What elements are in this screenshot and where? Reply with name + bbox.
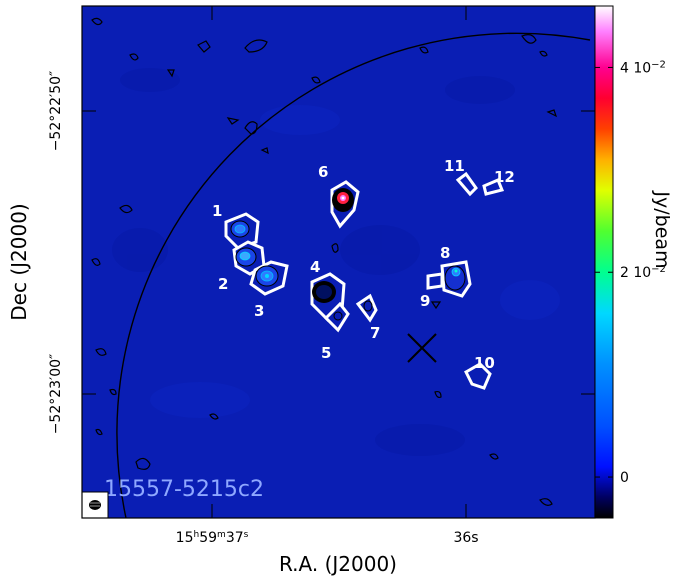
y-tick-label-1: −52°23′00″ xyxy=(48,354,64,435)
source-label-9: 9 xyxy=(420,292,430,310)
beam-ellipse xyxy=(82,491,109,518)
source-2 xyxy=(232,240,266,276)
source-label-2: 2 xyxy=(218,275,228,293)
inner-ticks xyxy=(82,6,595,518)
colorbar: 02 10−24 10−2 Jy/beam xyxy=(594,5,673,519)
map-background xyxy=(82,6,595,518)
source-10 xyxy=(464,362,492,390)
source-8 xyxy=(440,260,472,298)
source-3 xyxy=(249,260,289,296)
source-1 xyxy=(224,212,260,250)
source-label-11: 11 xyxy=(444,157,465,175)
phase-center-cross-icon xyxy=(407,333,437,363)
source-9 xyxy=(426,272,444,290)
map-panel: 1 2 3 4 5 6 7 8 9 10 11 12 15557-5215c2 xyxy=(82,6,595,518)
source-5 xyxy=(323,301,350,333)
source-label-1: 1 xyxy=(212,202,222,220)
source-label-7: 7 xyxy=(370,324,380,342)
source-label-12: 12 xyxy=(494,168,515,186)
source-11 xyxy=(455,171,478,197)
source-label-10: 10 xyxy=(474,354,495,372)
source-7 xyxy=(355,293,378,323)
source-label-6: 6 xyxy=(318,163,328,181)
colorbar-tick-label-2: 4 10−2 xyxy=(620,59,666,77)
primary-beam-circle xyxy=(116,32,591,518)
y-tick-label-0: −52°22′50″ xyxy=(48,71,64,152)
colorbar-gradient xyxy=(594,5,614,519)
x-tick-label-1: 36s xyxy=(453,530,478,546)
colorbar-label: Jy/beam xyxy=(651,190,673,268)
source-labels: 1 2 3 4 5 6 7 8 9 10 11 12 xyxy=(212,157,515,372)
source-label-3: 3 xyxy=(254,302,264,320)
x-tick-label-0: 15h59m37s xyxy=(176,530,249,546)
noise-texture xyxy=(112,68,560,456)
source-12 xyxy=(482,178,505,196)
y-axis-title: Dec (J2000) xyxy=(7,203,31,320)
x-axis-title: R.A. (J2000) xyxy=(279,552,397,576)
colorbar-tick-label-0: 0 xyxy=(620,470,629,486)
source-label-5: 5 xyxy=(321,344,331,362)
image-label: 15557-5215c2 xyxy=(104,477,264,502)
noise-contours xyxy=(91,17,558,506)
source-label-8: 8 xyxy=(440,244,450,262)
source-label-4: 4 xyxy=(310,258,320,276)
source-6 xyxy=(330,180,360,229)
